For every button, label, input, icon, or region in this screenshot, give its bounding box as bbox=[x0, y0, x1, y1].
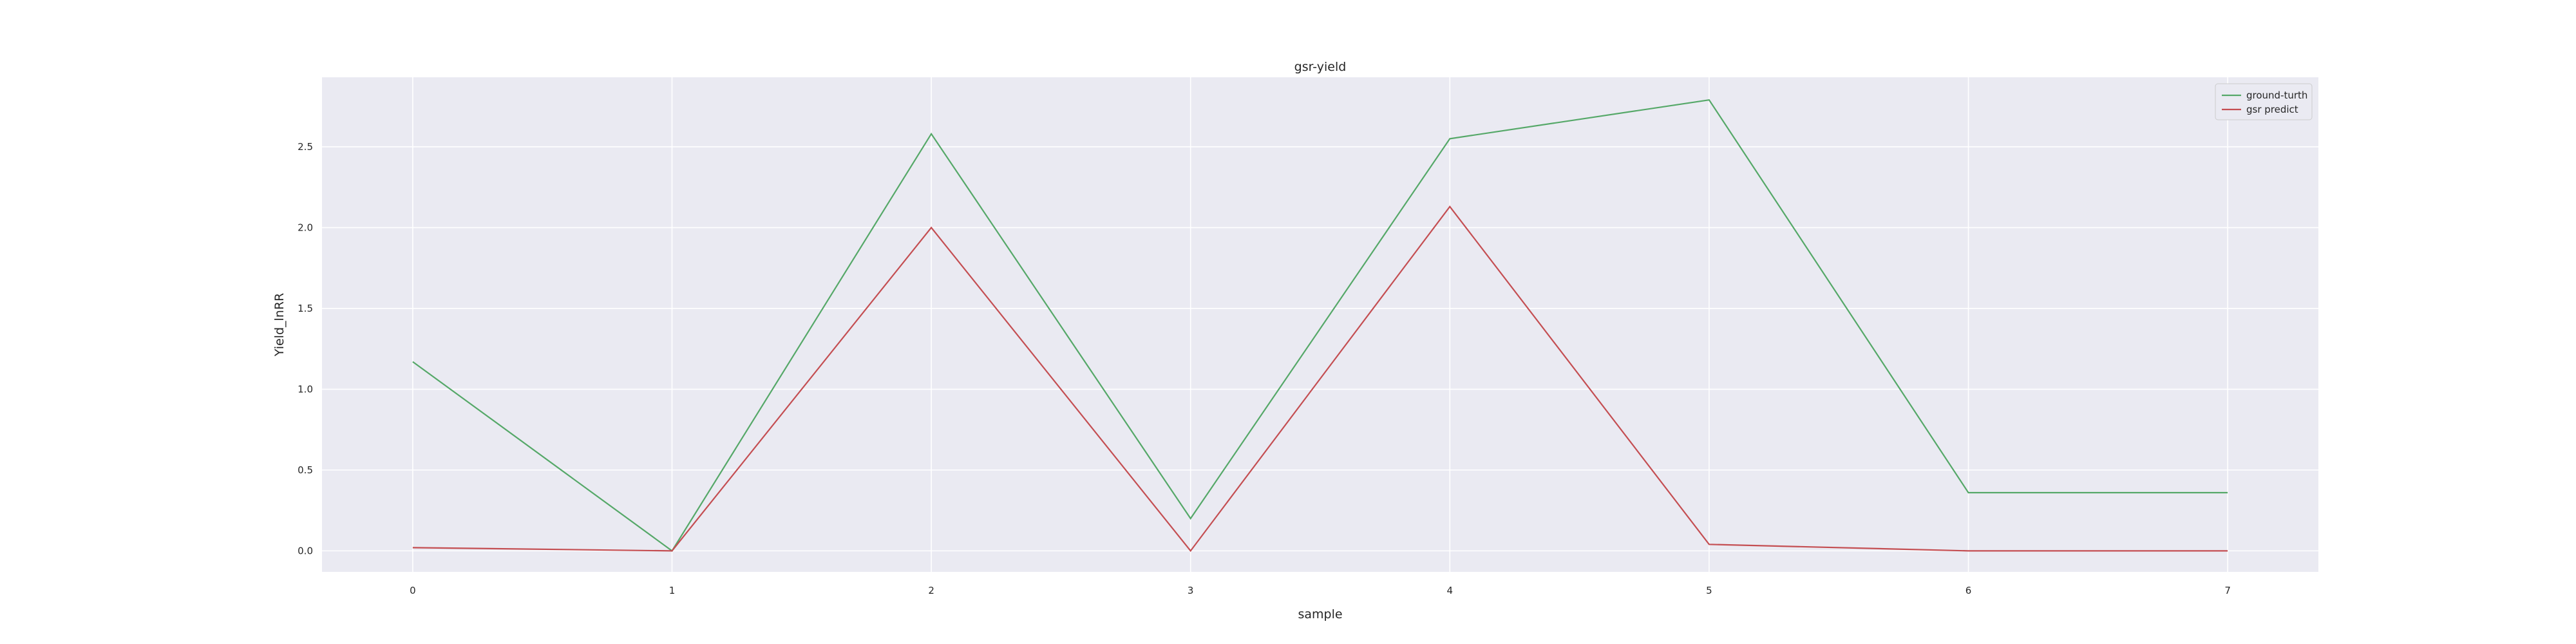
legend: ground-turth gsr predict bbox=[2215, 83, 2313, 120]
y-tick-label: 1.5 bbox=[298, 303, 313, 314]
x-tick-label: 3 bbox=[1188, 585, 1194, 596]
x-tick-labels: 0 1 2 3 4 5 6 7 bbox=[410, 585, 2231, 596]
y-tick-labels: 0.0 0.5 1.0 1.5 2.0 2.5 bbox=[298, 141, 313, 556]
series-line-gsr-predict bbox=[412, 205, 2228, 553]
x-axis-label: sample bbox=[1298, 607, 1342, 621]
x-tick-label: 2 bbox=[928, 585, 934, 596]
x-tick-label: 4 bbox=[1447, 585, 1454, 596]
x-tick-label: 6 bbox=[1965, 585, 1972, 596]
x-tick-label: 7 bbox=[2224, 585, 2231, 596]
y-tick-label: 2.0 bbox=[298, 222, 313, 233]
series-line-ground-turth bbox=[412, 99, 2228, 552]
x-tick-label: 0 bbox=[410, 585, 416, 596]
legend-label-ground-turth: ground-turth bbox=[2246, 90, 2307, 101]
y-tick-label: 1.0 bbox=[298, 383, 313, 395]
y-tick-label: 0.5 bbox=[298, 464, 313, 476]
x-tick-label: 5 bbox=[1706, 585, 1712, 596]
plot-area bbox=[322, 77, 2318, 572]
series-lines bbox=[412, 99, 2228, 553]
legend-label-gsr-predict: gsr predict bbox=[2246, 104, 2298, 115]
legend-box bbox=[2215, 83, 2313, 120]
y-axis-label: Yield_lnRR bbox=[272, 293, 287, 357]
y-tick-label: 2.5 bbox=[298, 141, 313, 153]
x-tick-label: 1 bbox=[669, 585, 676, 596]
grid bbox=[322, 77, 2318, 572]
y-tick-label: 0.0 bbox=[298, 545, 313, 556]
chart-title: gsr-yield bbox=[1294, 60, 1347, 74]
